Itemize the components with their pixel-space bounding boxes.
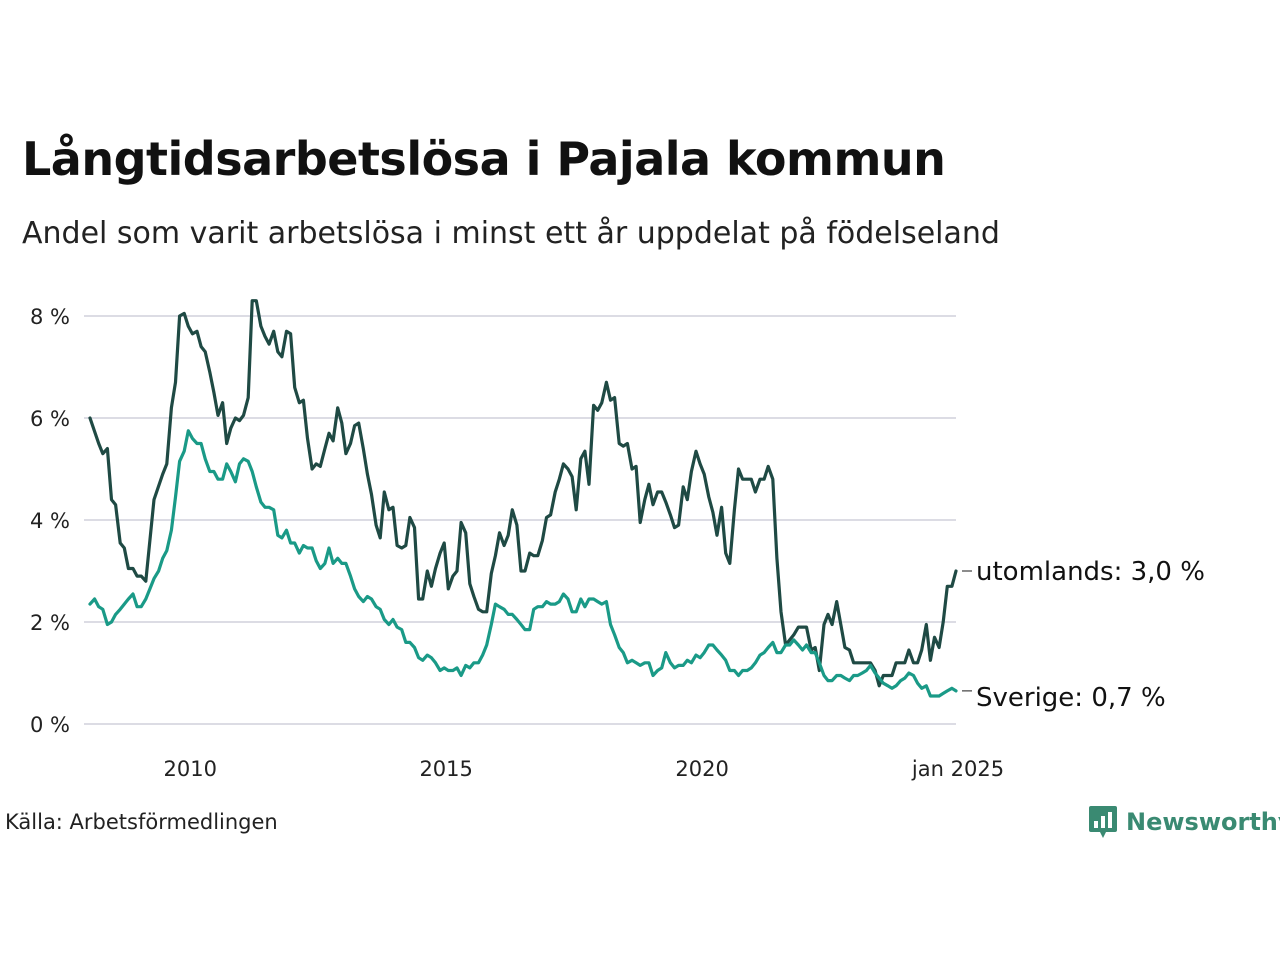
chart-title: Långtidsarbetslösa i Pajala kommun xyxy=(22,132,946,186)
chart-subtitle: Andel som varit arbetslösa i minst ett å… xyxy=(22,216,1000,251)
y-tick-label: 0 % xyxy=(30,713,70,737)
y-tick-label: 6 % xyxy=(30,407,70,431)
x-tick-label: 2015 xyxy=(419,757,472,781)
y-tick-label: 2 % xyxy=(30,611,70,635)
end-label-utomlands: utomlands: 3,0 % xyxy=(976,557,1205,587)
brand-name: Newsworthy xyxy=(1126,808,1280,836)
series-line-utomlands xyxy=(88,299,958,688)
end-label-sverige: Sverige: 0,7 % xyxy=(976,683,1166,713)
series-end-labels: utomlands: 3,0 % Sverige: 0,7 % xyxy=(962,557,1205,713)
brand-logo: Newsworthy xyxy=(1088,804,1280,840)
x-axis: 2010 2015 2020 jan 2025 xyxy=(164,757,1005,781)
series-layer xyxy=(88,299,958,698)
source-note: Källa: Arbetsförmedlingen xyxy=(5,810,278,834)
x-tick-label: 2010 xyxy=(164,757,217,781)
grid-layer xyxy=(84,315,956,725)
y-tick-label: 4 % xyxy=(30,509,70,533)
series-line-sverige xyxy=(88,429,958,698)
y-axis: 0 % 2 % 4 % 6 % 8 % xyxy=(30,305,70,737)
x-tick-label: jan 2025 xyxy=(911,757,1004,781)
x-tick-label: 2020 xyxy=(675,757,728,781)
newsworthy-logo-icon xyxy=(1089,806,1117,838)
y-tick-label: 8 % xyxy=(30,305,70,329)
